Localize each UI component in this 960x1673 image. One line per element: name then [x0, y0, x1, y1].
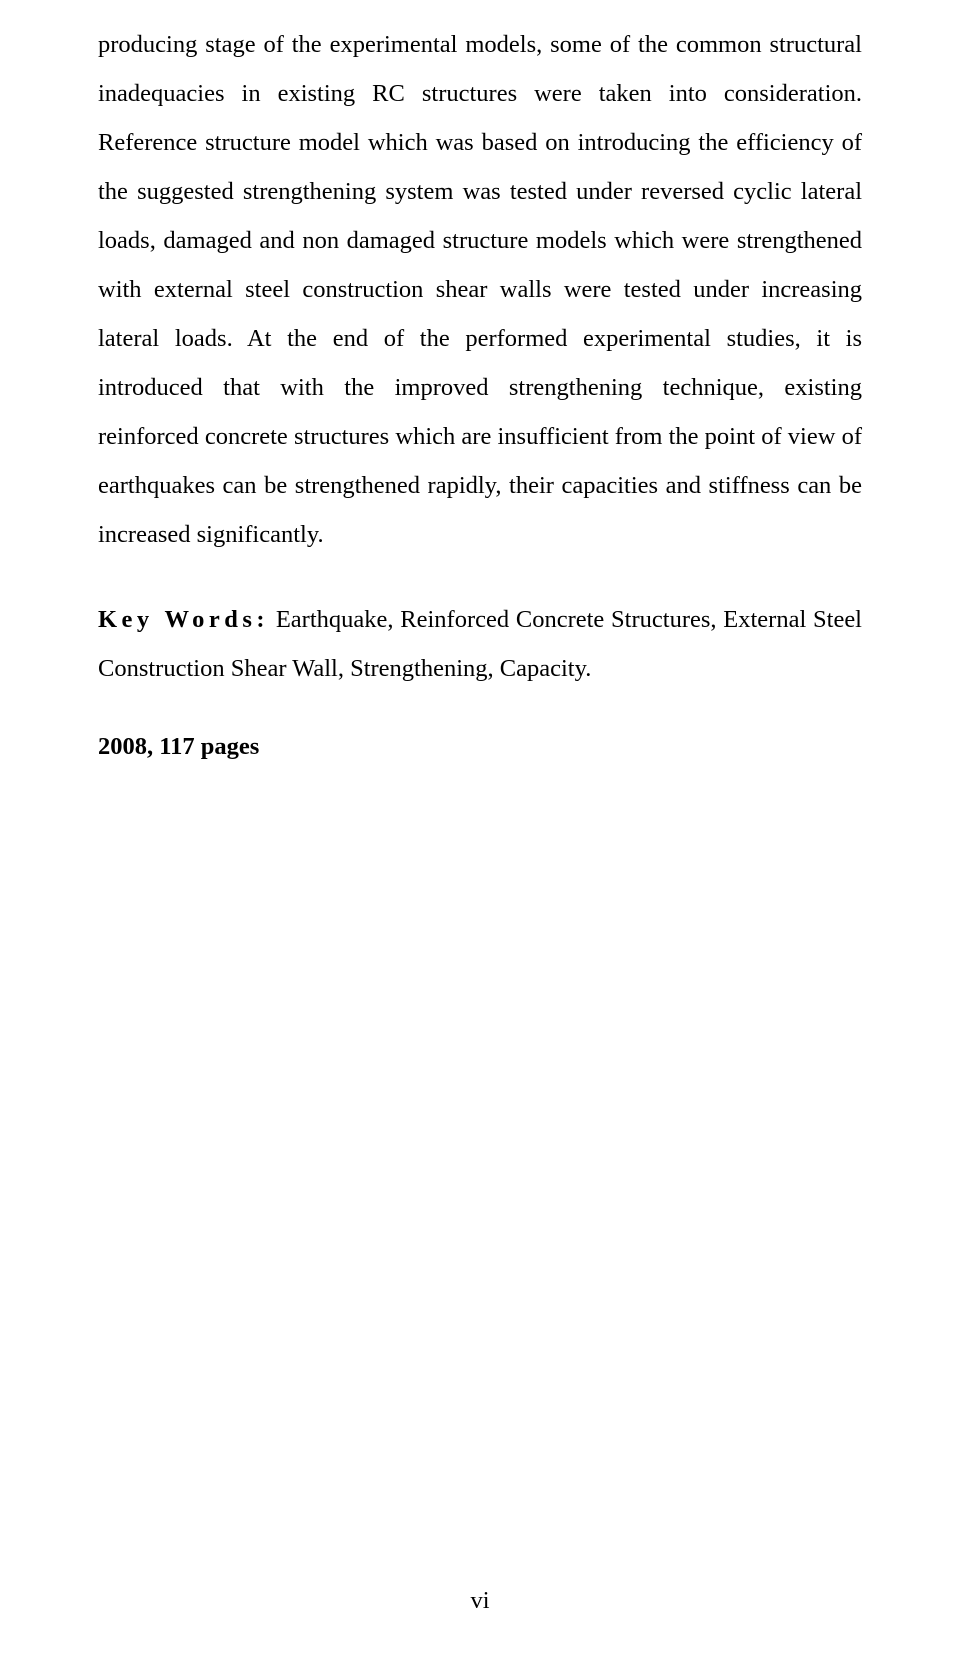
page-number: vi	[0, 1587, 960, 1615]
abstract-paragraph: producing stage of the experimental mode…	[98, 20, 862, 559]
keywords-paragraph: Key Words: Earthquake, Reinforced Concre…	[98, 595, 862, 693]
keywords-label: Key Words:	[98, 606, 269, 633]
year-pages: 2008, 117 pages	[98, 733, 862, 761]
document-page: producing stage of the experimental mode…	[0, 0, 960, 1673]
